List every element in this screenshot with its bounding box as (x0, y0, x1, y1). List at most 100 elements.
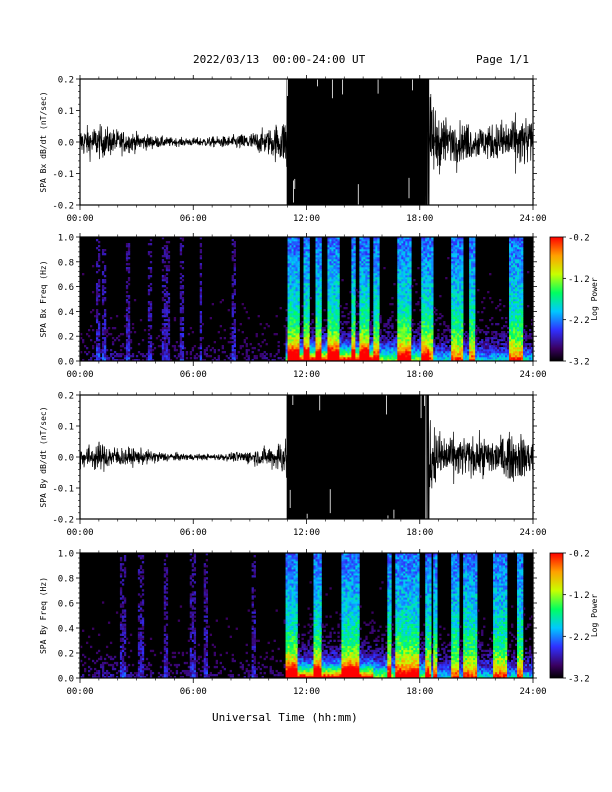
heatmap-cell (255, 333, 258, 336)
heatmap-cell (329, 323, 332, 326)
heatmap-cell (351, 287, 354, 290)
heatmap-cell (279, 357, 282, 360)
heatmap-cell (161, 297, 165, 300)
heatmap-cell (259, 323, 262, 326)
heatmap-cell (359, 241, 362, 244)
heatmap-cell (395, 347, 398, 350)
heatmap-cell (455, 237, 458, 240)
heatmap-cell (199, 319, 203, 322)
heatmap-cell (411, 345, 414, 348)
heatmap-cell (319, 335, 322, 338)
heatmap-cell (429, 355, 432, 358)
heatmap-cell (375, 259, 378, 262)
heatmap-cell (319, 281, 322, 284)
heatmap-cell (467, 341, 470, 344)
heatmap-cell (359, 333, 362, 336)
heatmap-cell (127, 353, 131, 356)
heatmap-cell (399, 285, 402, 288)
heatmap-cell (469, 287, 472, 290)
heatmap-cell (397, 263, 400, 266)
heatmap-cell (181, 323, 185, 326)
heatmap-cell (403, 349, 406, 352)
heatmap-cell (375, 303, 378, 306)
heatmap-cell (125, 343, 129, 346)
heatmap-cell (327, 237, 330, 240)
heatmap-cell (407, 315, 410, 318)
heatmap-cell (423, 301, 426, 304)
heatmap-cell (427, 315, 430, 318)
heatmap-cell (331, 271, 334, 274)
heatmap-cell (475, 325, 478, 328)
heatmap-cell (421, 245, 424, 248)
heatmap-cell (367, 263, 370, 266)
heatmap-cell (325, 339, 328, 342)
heatmap-cell (427, 299, 430, 302)
heatmap-cell (451, 311, 454, 314)
heatmap-cell (127, 257, 131, 260)
heatmap-cell (369, 345, 372, 348)
heatmap-cell (377, 293, 380, 296)
heatmap-cell (265, 353, 268, 356)
heatmap-cell (291, 285, 294, 288)
heatmap-cell (407, 359, 410, 362)
heatmap-cell (349, 353, 352, 356)
heatmap-cell (327, 291, 330, 294)
heatmap-cell (365, 329, 368, 332)
heatmap-cell (355, 341, 358, 344)
heatmap-cell (473, 291, 476, 294)
heatmap-cell (425, 273, 428, 276)
heatmap-cell (483, 347, 486, 350)
heatmap-cell (177, 353, 181, 356)
heatmap-cell (337, 291, 340, 294)
heatmap-cell (361, 329, 364, 332)
heatmap-cell (277, 349, 280, 352)
heatmap-cell (465, 347, 468, 350)
heatmap-cell (405, 271, 408, 274)
heatmap-cell (101, 317, 105, 320)
heatmap-cell (453, 307, 456, 310)
heatmap-cell (117, 359, 121, 362)
heatmap-cell (315, 273, 318, 276)
heatmap-cell (339, 347, 342, 350)
heatmap-cell (357, 295, 360, 298)
heatmap-cell (369, 341, 372, 344)
heatmap-cell (431, 343, 434, 346)
heatmap-cell (337, 353, 340, 356)
heatmap-cell (421, 257, 424, 260)
heatmap-cell (167, 255, 171, 258)
heatmap-cell (469, 255, 472, 258)
heatmap-cell (359, 291, 362, 294)
heatmap-cell (339, 337, 342, 340)
heatmap-cell (345, 359, 348, 362)
heatmap-cell (91, 345, 95, 348)
heatmap-cell (181, 345, 185, 348)
heatmap-cell (471, 327, 474, 330)
heatmap-cell (357, 359, 360, 362)
heatmap-cell (429, 333, 432, 336)
gap-mark (294, 178, 296, 190)
heatmap-cell (431, 331, 434, 334)
heatmap-cell (327, 259, 330, 262)
heatmap-cell (293, 303, 296, 306)
heatmap-cell (333, 265, 336, 268)
heatmap-cell (127, 321, 131, 324)
heatmap-cell (233, 355, 236, 358)
heatmap-cell (405, 267, 408, 270)
heatmap-cell (425, 323, 428, 326)
heatmap-cell (297, 347, 300, 350)
heatmap-cell (315, 245, 318, 248)
heatmap-cell (425, 301, 428, 304)
heatmap-cell (361, 265, 364, 268)
heatmap-cell (451, 237, 454, 240)
heatmap-cell (469, 327, 472, 330)
heatmap-cell (401, 321, 404, 324)
heatmap-cell (459, 285, 462, 288)
heatmap-cell (451, 281, 454, 284)
heatmap-cell (385, 337, 388, 340)
heatmap-cell (297, 339, 300, 342)
heatmap-cell (469, 249, 472, 252)
heatmap-cell (327, 333, 330, 336)
heatmap-cell (315, 345, 318, 348)
heatmap-cell (397, 279, 400, 282)
heatmap-cell (427, 343, 430, 346)
